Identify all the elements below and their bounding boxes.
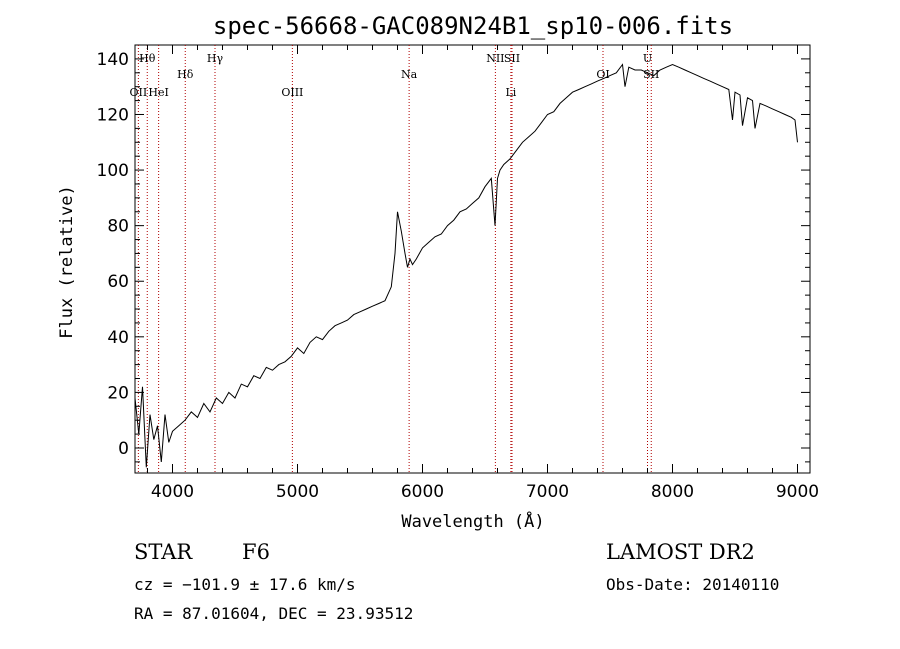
y-tick-label: 100 [97,161,129,181]
object-class: STAR [134,540,193,564]
spectral-line-label: U [643,52,652,65]
spectral-line-label: HeI [148,86,168,99]
observation-date: Obs-Date: 20140110 [606,575,780,594]
survey-release: LAMOST DR2 [606,540,755,564]
y-tick-label: 120 [97,105,129,125]
y-tick-label: 140 [97,50,129,70]
spectral-line-label: NII [486,52,504,65]
x-tick-label: 5000 [276,482,319,502]
spectral-line-label: Na [401,68,418,81]
redshift-text: cz = −101.9 ± 17.6 km/s [134,575,356,594]
chart-title: spec-56668-GAC089N24B1_sp10-006.fits [213,12,733,40]
coordinates-text: RA = 87.01604, DEC = 23.93512 [134,604,414,623]
x-tick-label: 8000 [651,482,694,502]
x-tick-label: 6000 [401,482,444,502]
x-tick-label: 9000 [776,482,819,502]
spectral-line-label: Hδ [177,68,194,81]
flux-series-line [134,63,798,468]
spectral-line-label: SII [504,52,520,65]
plot-frame [134,44,811,474]
y-axis-label: Flux (relative) [57,185,77,339]
y-tick-label: 40 [107,328,129,348]
spectral-line-markers [137,45,652,473]
spectral-line-label: Hγ [207,52,224,65]
y-tick-label: 20 [107,383,129,403]
y-tick-label: 80 [107,217,129,237]
x-ticks: 4000 5000 6000 7000 8000 9000 [147,45,819,502]
spectral-line-label: OIII [281,86,303,99]
x-tick-label: 7000 [526,482,569,502]
x-axis-label: Wavelength (Å) [401,510,544,532]
y-tick-label: 60 [107,272,129,292]
y-tick-label: 0 [118,439,129,459]
spectral-line-label: Li [505,86,516,99]
x-tick-label: 4000 [151,482,194,502]
spectral-line-label: Hθ [139,52,156,65]
y-ticks: 0 20 40 60 80 100 120 140 [97,50,810,463]
object-subclass: F6 [242,540,270,564]
spectral-line-label: OII [130,86,148,99]
